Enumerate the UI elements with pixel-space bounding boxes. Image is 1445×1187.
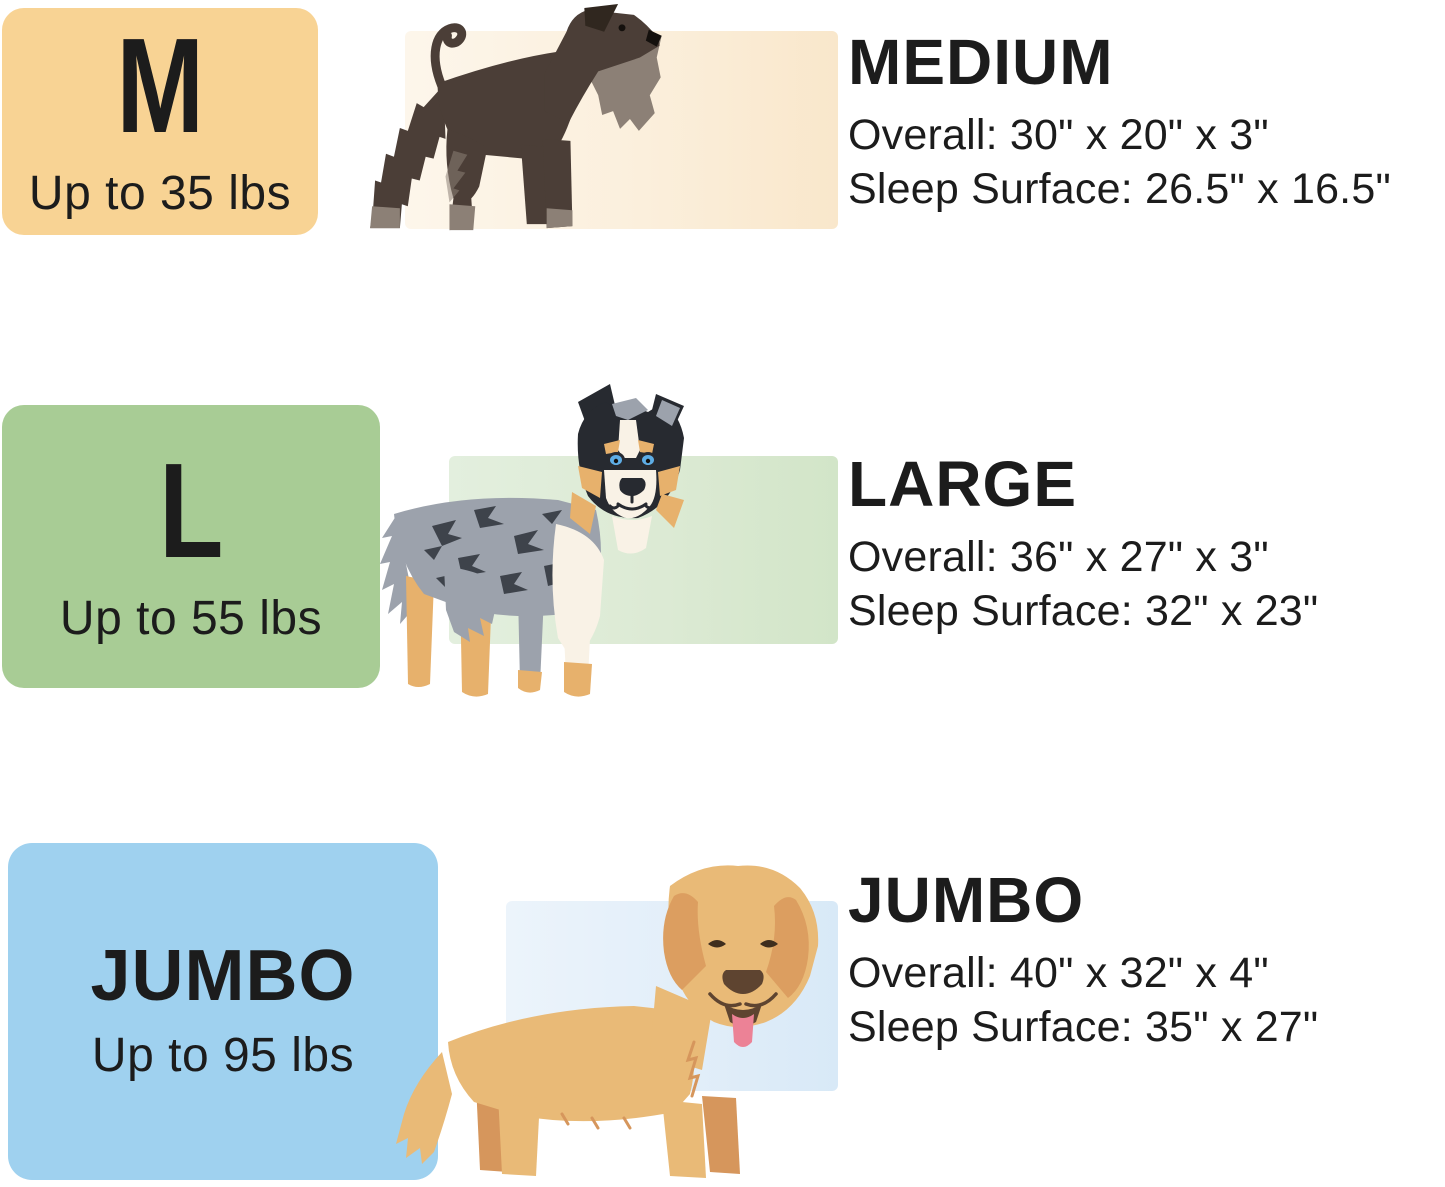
weight-limit-large: Up to 55 lbs: [59, 592, 323, 646]
overall-dimensions-large: Overall: 36" x 27" x 3": [848, 533, 1269, 581]
size-info-jumbo: JUMBO Overall: 40" x 32" x 4" Sleep Surf…: [848, 868, 1443, 1054]
miniature-schnauzer-illustration: [370, 3, 662, 231]
weight-limit-jumbo: Up to 95 lbs: [91, 1029, 355, 1082]
golden-retriever-illustration: [396, 865, 819, 1178]
size-badge-jumbo: JUMBO Up to 95 lbs: [8, 843, 438, 1180]
size-letter-large: L: [158, 434, 224, 586]
sleep-surface-jumbo: Sleep Surface: 35" x 27": [848, 1003, 1319, 1052]
size-info-large: LARGE Overall: 36" x 27" x 3" Sleep Surf…: [848, 452, 1443, 638]
sleep-surface-large: Sleep Surface: 32" x 23": [848, 587, 1319, 636]
size-badge-large: L Up to 55 lbs: [2, 405, 380, 688]
sleep-surface-medium: Sleep Surface: 26.5" x 16.5": [848, 165, 1391, 214]
australian-shepherd-illustration: [380, 384, 684, 697]
overall-dimensions-jumbo: Overall: 40" x 32" x 4": [848, 949, 1269, 997]
size-letter-medium: M: [116, 9, 204, 161]
size-badge-medium: M Up to 35 lbs: [2, 8, 318, 235]
overall-dimensions-medium: Overall: 30" x 20" x 3": [848, 111, 1269, 159]
size-title-medium: MEDIUM: [848, 26, 1114, 98]
weight-limit-medium: Up to 35 lbs: [28, 167, 292, 221]
size-title-large: LARGE: [848, 448, 1077, 520]
size-info-medium: MEDIUM Overall: 30" x 20" x 3" Sleep Sur…: [848, 30, 1443, 216]
size-title-jumbo: JUMBO: [848, 864, 1085, 936]
size-letter-jumbo: JUMBO: [90, 936, 356, 1016]
